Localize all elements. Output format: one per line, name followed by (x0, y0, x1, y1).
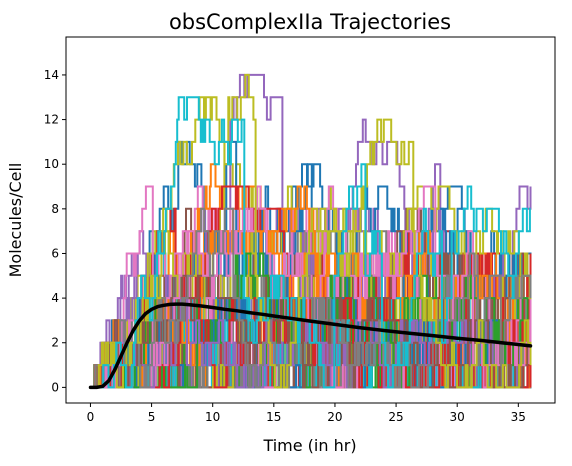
x-tick-label: 10 (205, 410, 220, 424)
x-tick-label: 35 (511, 410, 526, 424)
x-tick-label: 15 (266, 410, 281, 424)
x-axis: 0 5 10 15 20 25 30 35 (87, 403, 526, 424)
x-tick-label: 5 (148, 410, 156, 424)
x-tick-label: 0 (87, 410, 95, 424)
y-tick-label: 8 (51, 202, 59, 216)
y-tick-label: 10 (44, 157, 59, 171)
trajectory-line (90, 274, 532, 389)
y-tick-label: 14 (44, 68, 59, 82)
plot-area (88, 73, 533, 390)
x-tick-label: 30 (450, 410, 465, 424)
x-axis-label: Time (in hr) (262, 436, 356, 455)
chart-title: obsComplexIIa Trajectories (169, 10, 451, 34)
y-tick-label: 2 (51, 336, 59, 350)
y-axis: 0 2 4 6 8 10 12 14 (44, 68, 66, 394)
y-axis-label: Molecules/Cell (6, 163, 25, 278)
mean-trajectory-line (88, 302, 533, 390)
x-tick-label: 25 (388, 410, 403, 424)
plot-frame (65, 36, 556, 404)
trajectory-lines (90, 73, 532, 389)
mean-line-group (88, 302, 533, 390)
y-tick-label: 12 (44, 113, 59, 127)
y-tick-label: 0 (51, 380, 59, 394)
y-tick-label: 6 (51, 246, 59, 260)
y-tick-label: 4 (51, 291, 59, 305)
x-tick-label: 20 (327, 410, 342, 424)
